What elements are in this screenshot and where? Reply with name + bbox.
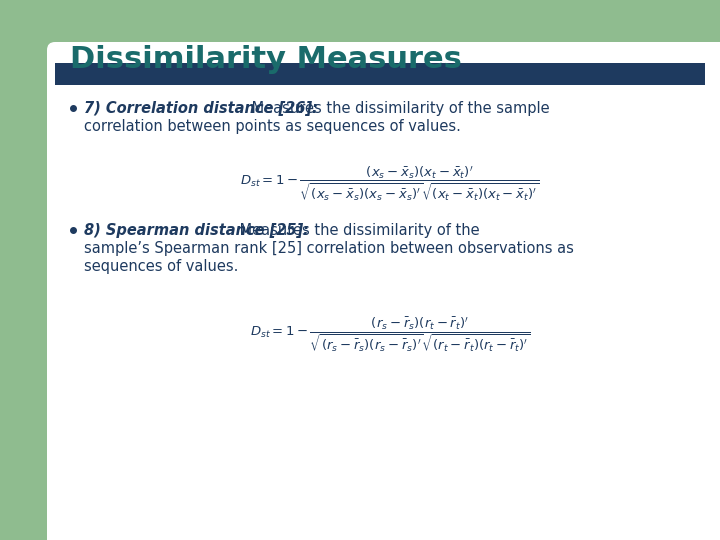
Bar [55, 490, 720, 540]
Text: 8) Spearman distance [25]:: 8) Spearman distance [25]: [84, 222, 309, 238]
Text: 7) Correlation distance [26]:: 7) Correlation distance [26]: [84, 100, 318, 116]
Text: correlation between points as sequences of values.: correlation between points as sequences … [84, 118, 461, 133]
Text: Measures the dissimilarity of the: Measures the dissimilarity of the [235, 222, 480, 238]
Bar [650, 50, 720, 540]
Text: Measures the dissimilarity of the sample: Measures the dissimilarity of the sample [247, 100, 549, 116]
Bar [55, 63, 705, 85]
Text: sequences of values.: sequences of values. [84, 259, 238, 273]
Text: sample’s Spearman rank [25] correlation between observations as: sample’s Spearman rank [25] correlation … [84, 240, 574, 255]
FancyBboxPatch shape [47, 42, 720, 540]
Text: $D_{st}=1-\dfrac{(x_s-\bar{x}_s)(x_t-\bar{x}_t)^{\prime}}{\sqrt{(x_s-\bar{x}_s)(: $D_{st}=1-\dfrac{(x_s-\bar{x}_s)(x_t-\ba… [240, 164, 540, 202]
Text: $D_{st}=1-\dfrac{(r_s-\bar{r}_s)(r_t-\bar{r}_t)^{\prime}}{\sqrt{(r_s-\bar{r}_s)(: $D_{st}=1-\dfrac{(r_s-\bar{r}_s)(r_t-\ba… [250, 316, 530, 354]
Text: Dissimilarity Measures: Dissimilarity Measures [70, 45, 462, 75]
